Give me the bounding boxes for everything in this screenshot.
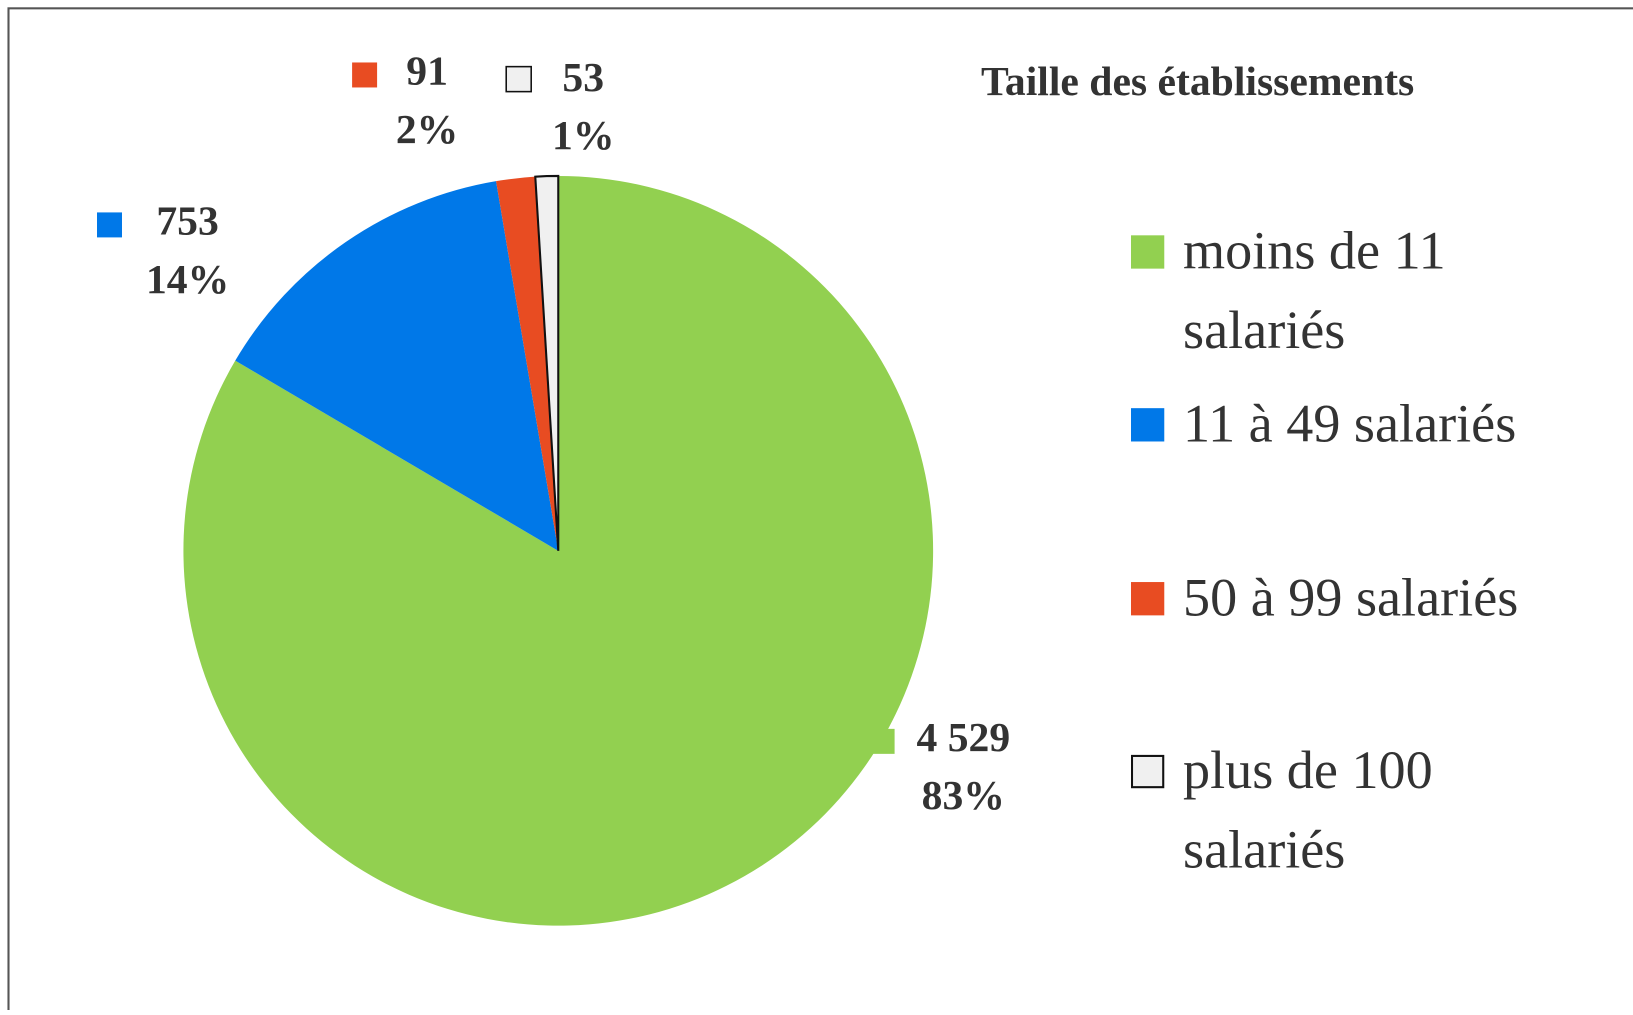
legend-swatch	[1131, 408, 1164, 441]
legend-swatch	[1131, 582, 1164, 615]
percent-label: 83%	[922, 773, 1005, 819]
percent-label: 2%	[396, 107, 458, 153]
legend-item: moins de 11 salariés	[1131, 212, 1589, 370]
legend-label: 50 à 99 salariés	[1183, 559, 1589, 638]
legend-swatch	[1131, 755, 1164, 788]
percent-label: 1%	[552, 113, 614, 159]
label-marker	[870, 729, 895, 754]
label-marker	[506, 67, 531, 92]
legend-item: 50 à 99 salariés	[1131, 559, 1589, 638]
legend: moins de 11 salariés 11 à 49 salariés 50 à…	[1131, 0, 1631, 1010]
value-label: 753	[156, 198, 218, 244]
percent-label: 14%	[146, 257, 229, 303]
legend-label: moins de 11 salariés	[1183, 212, 1589, 370]
legend-label: plus de 100 salariés	[1183, 732, 1589, 890]
value-label: 4 529	[916, 715, 1010, 761]
legend-item: 11 à 49 salariés	[1131, 385, 1589, 464]
label-marker	[352, 62, 377, 87]
legend-swatch	[1131, 235, 1164, 268]
legend-box: moins de 11 salariés 11 à 49 salariés 50 à…	[1131, 0, 1631, 1010]
value-label: 53	[562, 55, 604, 101]
legend-label: 11 à 49 salariés	[1183, 385, 1589, 464]
label-marker	[97, 212, 122, 237]
value-label: 91	[406, 49, 448, 95]
legend-item: plus de 100 salariés	[1131, 732, 1589, 890]
